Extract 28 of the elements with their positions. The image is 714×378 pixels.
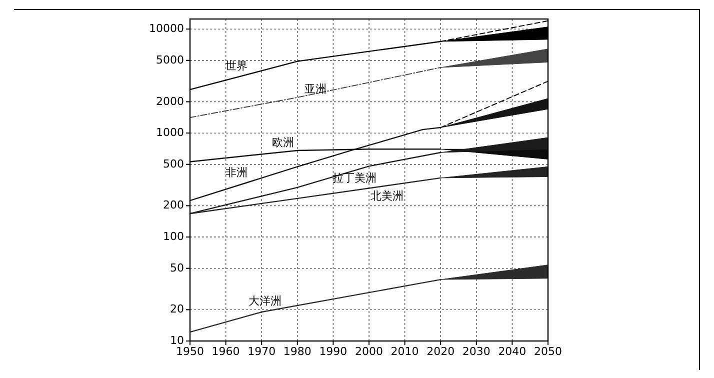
y-tick-label: 100	[163, 230, 184, 244]
x-tick-label: 1970	[248, 345, 276, 358]
x-tick-label: 1990	[319, 345, 348, 358]
series-label: 大洋洲	[248, 294, 282, 308]
x-tick-label: 2000	[355, 345, 383, 358]
y-tick-label: 200	[163, 198, 184, 212]
y-tick-label: 1000	[156, 126, 184, 140]
x-tick-label: 2050	[534, 345, 562, 358]
y-tick-label: 20	[170, 302, 184, 316]
series-label: 欧洲	[272, 136, 294, 149]
series-label: 世界	[226, 59, 248, 72]
x-tick-label: 2040	[498, 345, 526, 358]
x-tick-label: 1980	[283, 345, 312, 358]
x-tick-label: 2010	[390, 345, 419, 358]
y-tick-label: 10000	[149, 22, 184, 36]
x-tick-label: 1950	[176, 345, 204, 358]
series-label: 拉丁美洲	[332, 171, 377, 184]
x-tick-label: 2030	[462, 345, 490, 358]
x-tick-label: 2020	[426, 345, 455, 358]
y-tick-label: 5000	[156, 53, 184, 66]
series-label: 北美洲	[370, 190, 404, 203]
series-label: 非洲	[226, 166, 248, 179]
y-tick-label: 500	[163, 157, 184, 170]
y-tick-label: 2000	[156, 94, 184, 108]
series-label: 亚洲	[304, 82, 326, 96]
x-tick-label: 1960	[212, 345, 240, 358]
y-tick-label: 50	[170, 261, 184, 274]
y-tick-label: 10	[170, 334, 184, 348]
